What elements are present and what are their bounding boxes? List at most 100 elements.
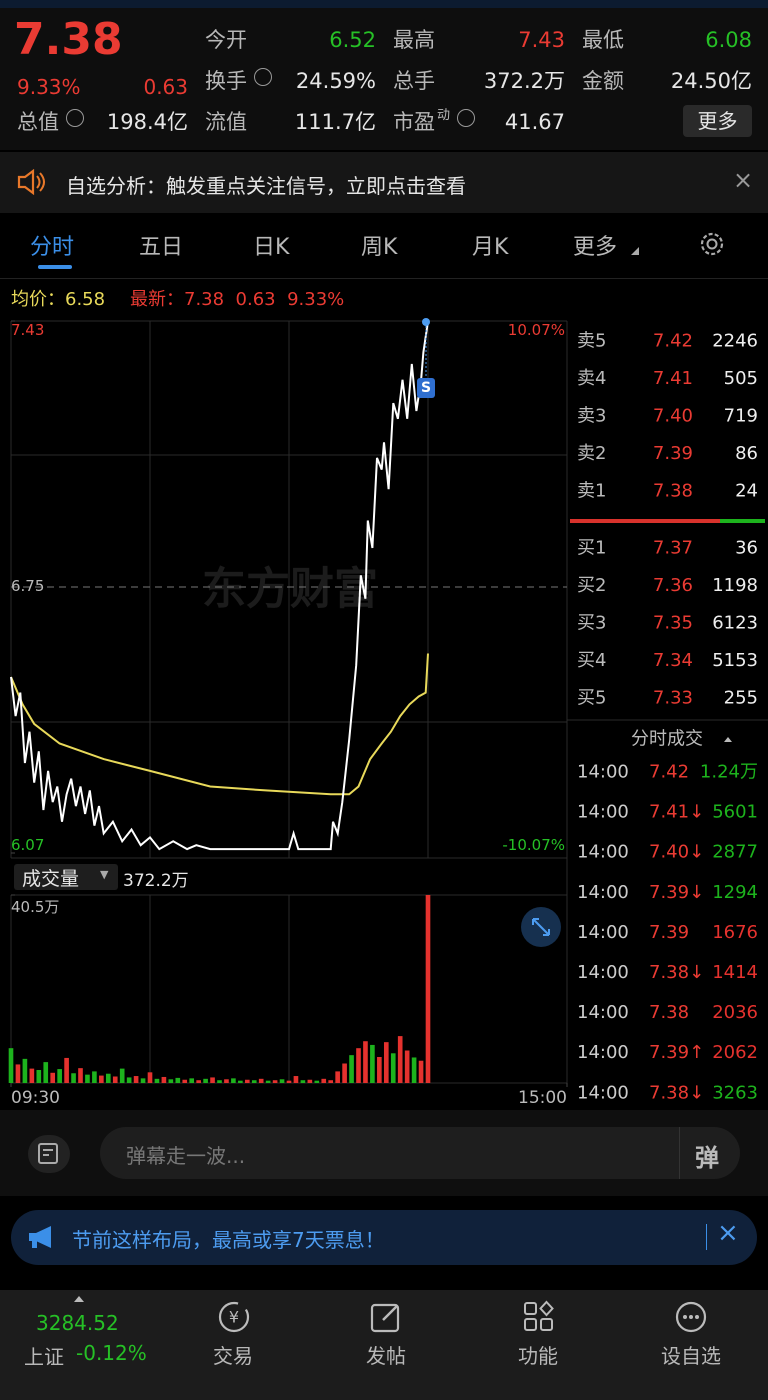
notice-bar[interactable]	[0, 152, 768, 213]
latest-point	[422, 318, 430, 326]
field-label: 总手	[393, 69, 435, 93]
tab[interactable]: 更多	[573, 235, 618, 260]
book-price: 7.37	[653, 538, 693, 559]
volume-bar	[258, 1078, 264, 1083]
ad-close[interactable]: ×	[717, 1218, 739, 1248]
volume-bar	[161, 1076, 167, 1083]
bottom-nav	[0, 1290, 768, 1400]
volume-bar	[64, 1057, 69, 1083]
trade-price: 7.38	[649, 1002, 689, 1023]
volume-bar	[231, 1078, 236, 1083]
tab[interactable]: 周K	[361, 235, 398, 260]
volume-bar	[126, 1077, 132, 1083]
watchlist-icon[interactable]	[674, 1300, 708, 1334]
nav-item[interactable]: 发帖	[366, 1344, 406, 1368]
field-value: 372.2万	[483, 69, 565, 93]
tab[interactable]: 分时	[30, 235, 75, 260]
book-price: 7.40	[653, 406, 693, 427]
trade-time: 14:00	[577, 962, 629, 983]
book-price: 7.39	[653, 443, 693, 464]
volume-bar	[133, 1076, 139, 1083]
book-volume: 719	[724, 406, 758, 427]
comment-placeholder: 弹幕走一波...	[126, 1144, 246, 1168]
volume-bar	[217, 1080, 222, 1083]
field-label: 总值	[17, 110, 59, 134]
indicator-select[interactable]	[14, 864, 118, 890]
trades-caret	[724, 737, 732, 742]
volume-bar	[349, 1055, 354, 1083]
field-value: 198.4亿	[106, 110, 188, 134]
trade-price: 7.38↓	[649, 962, 704, 983]
close-icon[interactable]: ×	[733, 166, 754, 194]
nav-item[interactable]: 设自选	[661, 1344, 721, 1368]
change: 0.63	[143, 75, 188, 99]
volume-bar	[314, 1080, 320, 1083]
trade-price: 7.42	[649, 762, 689, 783]
settings-icon[interactable]	[697, 229, 727, 259]
comment-list-icon[interactable]	[27, 1134, 71, 1174]
tab[interactable]: 五日	[139, 235, 184, 260]
volume-bar	[168, 1079, 174, 1083]
last-price: 7.38	[14, 14, 123, 65]
volume-bar	[335, 1071, 340, 1083]
trade-price: 7.39↑	[649, 1042, 704, 1063]
legend-latest: 最新：7.38 0.63 9.33%	[130, 285, 344, 311]
tab[interactable]: 日K	[253, 235, 290, 260]
volume-bar	[210, 1077, 215, 1083]
legend-value: 7.38	[184, 289, 225, 310]
more-button[interactable]: 更多	[683, 105, 752, 137]
signal-text: S	[421, 380, 431, 396]
field-label: 换手	[205, 69, 247, 93]
book-label: 卖3	[577, 406, 606, 427]
function-icon[interactable]	[522, 1300, 556, 1334]
index-name: 上证	[24, 1345, 64, 1369]
post-icon[interactable]	[369, 1300, 403, 1334]
ad-banner[interactable]	[11, 1210, 757, 1265]
trade-time: 14:00	[577, 842, 629, 863]
quote-header	[0, 8, 768, 150]
field-value: 24.59%	[295, 69, 376, 93]
volume-bar	[425, 895, 431, 1083]
field-value: 111.7亿	[294, 110, 376, 134]
info-icon[interactable]	[66, 109, 84, 127]
volume-bar	[238, 1080, 243, 1083]
field-value: 24.50亿	[670, 69, 752, 93]
volume-bar	[175, 1077, 181, 1083]
trade-volume: 2036	[712, 1002, 758, 1023]
field-label: 最低	[582, 28, 624, 52]
nav-item[interactable]: 功能	[518, 1344, 558, 1368]
volume-bar	[22, 1058, 28, 1083]
trade-volume: 1414	[712, 962, 758, 983]
book-price: 7.34	[653, 650, 693, 671]
trade-icon[interactable]: ¥	[216, 1300, 252, 1334]
ad-text: 节前这样布局，最高或享7天票息！	[72, 1228, 385, 1252]
divider	[0, 278, 768, 279]
info-icon[interactable]	[457, 109, 475, 127]
nav-item[interactable]: 交易	[213, 1344, 253, 1368]
volume-total: 372.2万	[123, 871, 189, 891]
trade-price: 7.39↓	[649, 882, 704, 903]
comment-input[interactable]	[100, 1127, 740, 1179]
tab[interactable]: 月K	[472, 235, 509, 260]
trade-time: 14:00	[577, 1082, 629, 1103]
svg-text:¥: ¥	[229, 1308, 239, 1327]
info-icon[interactable]	[254, 68, 272, 86]
book-label: 卖2	[577, 443, 606, 464]
volume-bar	[404, 1050, 410, 1083]
notice-text: 自选分析：触发重点关注信号，立即点击查看	[66, 174, 466, 198]
trade-time: 14:00	[577, 1002, 629, 1023]
field-value: 41.67	[504, 110, 565, 134]
trade-time: 14:00	[577, 762, 629, 783]
volume-bar	[411, 1057, 417, 1083]
trade-price: 7.39	[649, 922, 689, 943]
expand-icon	[532, 918, 550, 936]
book-price: 7.38	[653, 481, 693, 502]
expand-caret[interactable]	[73, 1295, 85, 1303]
danmaku-button[interactable]: 弹	[695, 1144, 719, 1172]
legend-label: 最新：	[130, 289, 184, 310]
book-price: 7.35	[653, 613, 693, 634]
volume-bar	[224, 1079, 229, 1083]
volume-bar	[119, 1068, 125, 1083]
book-volume: 5153	[712, 650, 758, 671]
volume-bar	[189, 1078, 195, 1083]
